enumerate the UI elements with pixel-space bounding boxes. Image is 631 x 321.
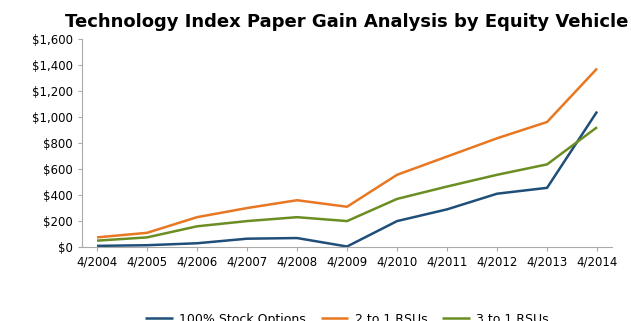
100% Stock Options (193, 241, 201, 245)
100% Stock Options (543, 186, 551, 190)
Line: 2 to 1 RSUs: 2 to 1 RSUs (97, 68, 597, 238)
3 to 1 RSUs (93, 239, 101, 243)
100% Stock Options (143, 243, 151, 247)
2 to 1 RSUs (393, 173, 401, 177)
2 to 1 RSUs (493, 136, 501, 140)
Title: Technology Index Paper Gain Analysis by Equity Vehicle: Technology Index Paper Gain Analysis by … (66, 13, 628, 31)
100% Stock Options (244, 237, 251, 241)
2 to 1 RSUs (293, 198, 301, 202)
3 to 1 RSUs (193, 224, 201, 228)
3 to 1 RSUs (493, 173, 501, 177)
3 to 1 RSUs (143, 236, 151, 239)
2 to 1 RSUs (543, 120, 551, 124)
2 to 1 RSUs (244, 206, 251, 210)
100% Stock Options (293, 236, 301, 240)
2 to 1 RSUs (143, 231, 151, 235)
3 to 1 RSUs (543, 162, 551, 166)
100% Stock Options (593, 109, 601, 113)
3 to 1 RSUs (393, 197, 401, 201)
2 to 1 RSUs (93, 236, 101, 239)
2 to 1 RSUs (193, 215, 201, 219)
3 to 1 RSUs (293, 215, 301, 219)
2 to 1 RSUs (593, 66, 601, 70)
Line: 100% Stock Options: 100% Stock Options (97, 111, 597, 247)
Legend: 100% Stock Options, 2 to 1 RSUs, 3 to 1 RSUs: 100% Stock Options, 2 to 1 RSUs, 3 to 1 … (141, 308, 553, 321)
3 to 1 RSUs (443, 185, 451, 188)
2 to 1 RSUs (443, 155, 451, 159)
3 to 1 RSUs (343, 219, 351, 223)
Line: 3 to 1 RSUs: 3 to 1 RSUs (97, 127, 597, 241)
100% Stock Options (393, 219, 401, 223)
100% Stock Options (343, 245, 351, 248)
100% Stock Options (493, 192, 501, 195)
2 to 1 RSUs (343, 205, 351, 209)
100% Stock Options (93, 244, 101, 248)
100% Stock Options (443, 207, 451, 211)
3 to 1 RSUs (593, 125, 601, 129)
3 to 1 RSUs (244, 219, 251, 223)
